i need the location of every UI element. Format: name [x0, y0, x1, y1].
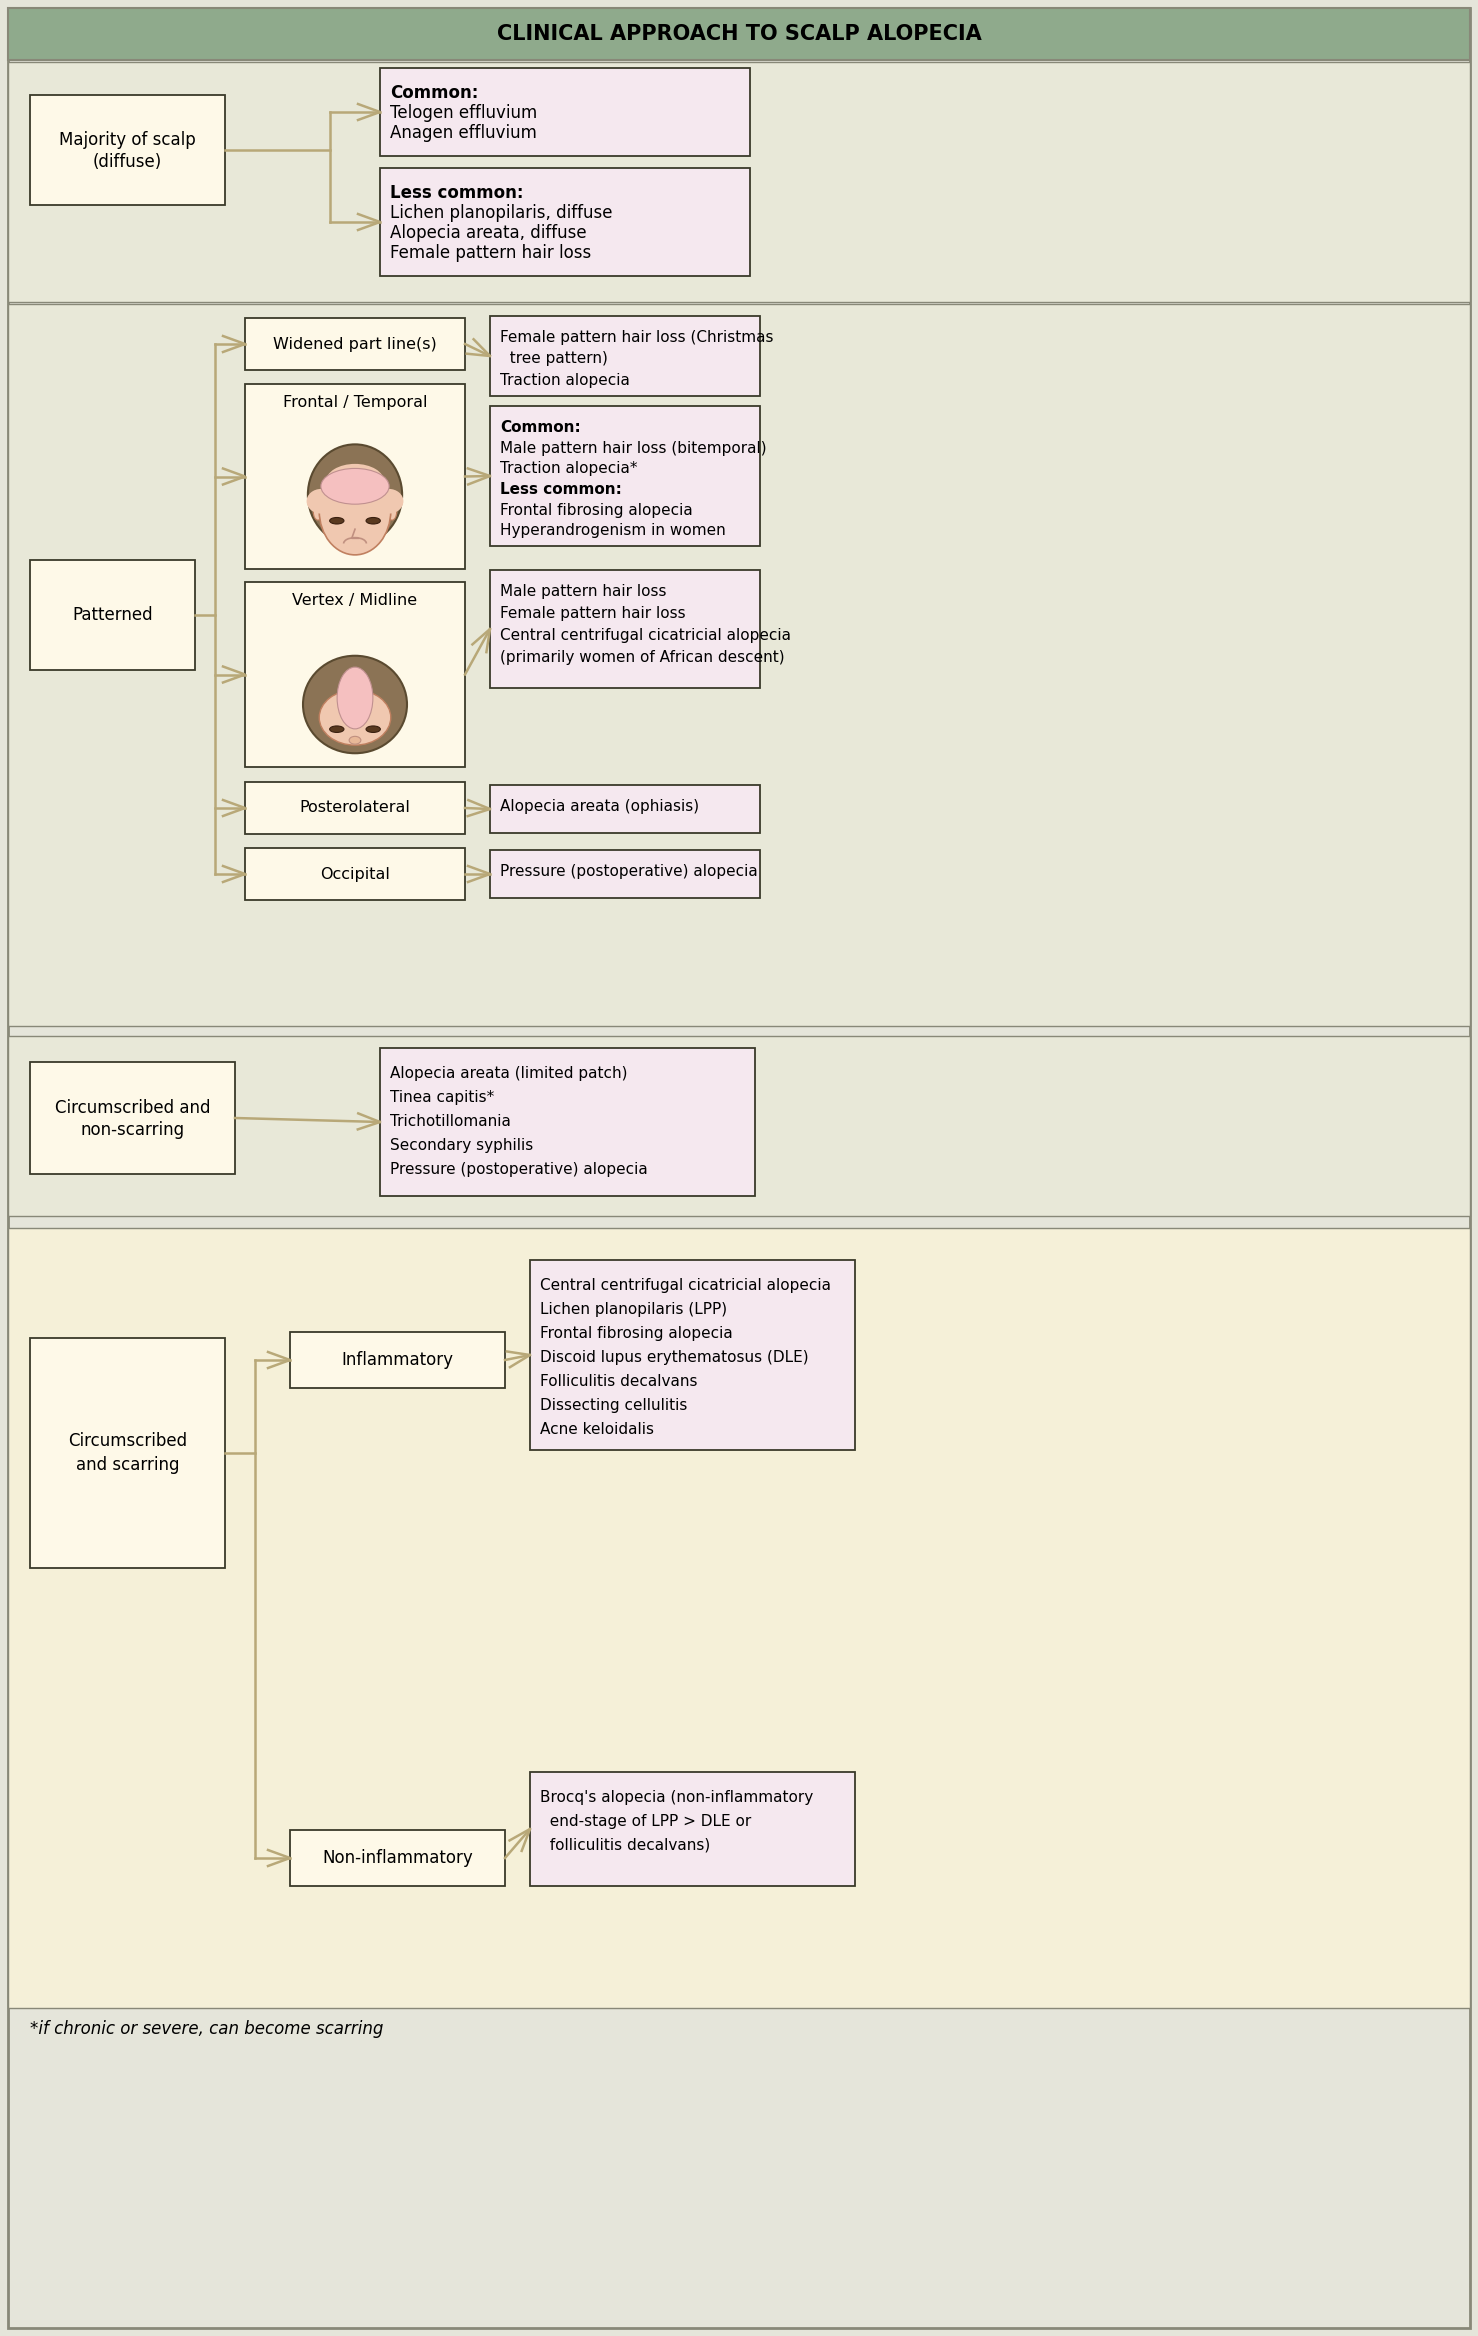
Ellipse shape	[325, 465, 384, 500]
Ellipse shape	[313, 505, 322, 521]
Text: Tinea capitis*: Tinea capitis*	[390, 1091, 494, 1105]
Text: Central centrifugal cicatricial alopecia: Central centrifugal cicatricial alopecia	[500, 628, 791, 642]
Bar	[30, 561, 195, 670]
Bar	[7, 63, 1471, 301]
Text: Anagen effluvium: Anagen effluvium	[390, 124, 537, 142]
Text: Widened part line(s): Widened part line(s)	[273, 336, 437, 350]
Text: Lichen planopilaris, diffuse: Lichen planopilaris, diffuse	[390, 203, 612, 222]
Ellipse shape	[319, 467, 390, 556]
Text: Female pattern hair loss: Female pattern hair loss	[500, 605, 686, 621]
Ellipse shape	[337, 668, 372, 729]
Ellipse shape	[319, 689, 390, 745]
Bar	[30, 96, 225, 206]
Text: Trichotillomania: Trichotillomania	[390, 1114, 511, 1128]
Bar	[245, 383, 466, 570]
Text: end-stage of LPP > DLE or: end-stage of LPP > DLE or	[539, 1815, 751, 1829]
Text: Female pattern hair loss: Female pattern hair loss	[390, 243, 591, 262]
Ellipse shape	[321, 470, 389, 505]
Text: Alopecia areata (ophiasis): Alopecia areata (ophiasis)	[500, 799, 699, 813]
Bar	[380, 68, 749, 157]
Bar	[491, 315, 760, 397]
Bar	[245, 848, 466, 899]
Ellipse shape	[306, 488, 336, 514]
Text: Lichen planopilaris (LPP): Lichen planopilaris (LPP)	[539, 1301, 727, 1318]
Bar	[290, 1829, 505, 1885]
Text: Frontal fibrosing alopecia: Frontal fibrosing alopecia	[539, 1327, 733, 1341]
Ellipse shape	[367, 726, 380, 734]
Bar	[491, 406, 760, 547]
Ellipse shape	[367, 519, 380, 523]
Text: (primarily women of African descent): (primarily women of African descent)	[500, 649, 785, 666]
Bar	[30, 1339, 225, 1567]
Text: Common:: Common:	[390, 84, 479, 103]
Bar	[30, 1063, 235, 1175]
Text: tree pattern): tree pattern)	[500, 350, 607, 367]
Text: Alopecia areata, diffuse: Alopecia areata, diffuse	[390, 224, 587, 243]
Text: Brocq's alopecia (non-inflammatory: Brocq's alopecia (non-inflammatory	[539, 1789, 813, 1806]
Text: Inflammatory: Inflammatory	[341, 1350, 454, 1369]
Bar	[380, 1049, 755, 1196]
Text: Discoid lupus erythematosus (DLE): Discoid lupus erythematosus (DLE)	[539, 1350, 808, 1364]
Ellipse shape	[330, 726, 344, 734]
Text: Less common:: Less common:	[500, 481, 622, 498]
Text: Male pattern hair loss (bitemporal): Male pattern hair loss (bitemporal)	[500, 442, 767, 456]
Text: Secondary syphilis: Secondary syphilis	[390, 1138, 534, 1154]
Text: Less common:: Less common:	[390, 185, 523, 201]
Text: Common:: Common:	[500, 420, 581, 434]
Ellipse shape	[349, 736, 361, 745]
Ellipse shape	[387, 505, 396, 521]
Bar	[245, 582, 466, 766]
Text: Acne keloidalis: Acne keloidalis	[539, 1423, 653, 1437]
Bar	[245, 318, 466, 369]
Text: non-scarring: non-scarring	[80, 1121, 185, 1140]
Text: Central centrifugal cicatricial alopecia: Central centrifugal cicatricial alopecia	[539, 1278, 831, 1294]
Text: Vertex / Midline: Vertex / Midline	[293, 593, 418, 607]
Ellipse shape	[374, 488, 403, 514]
Text: Traction alopecia: Traction alopecia	[500, 374, 630, 388]
Text: Dissecting cellulitis: Dissecting cellulitis	[539, 1397, 687, 1413]
Text: *if chronic or severe, can become scarring: *if chronic or severe, can become scarri…	[30, 2021, 383, 2037]
Bar	[245, 783, 466, 834]
Bar	[7, 304, 1471, 1026]
Text: Male pattern hair loss: Male pattern hair loss	[500, 584, 667, 598]
Text: and scarring: and scarring	[75, 1455, 179, 1474]
Text: Female pattern hair loss (Christmas: Female pattern hair loss (Christmas	[500, 329, 773, 346]
Text: Majority of scalp: Majority of scalp	[59, 131, 197, 150]
Text: Folliculitis decalvans: Folliculitis decalvans	[539, 1374, 698, 1390]
Text: (diffuse): (diffuse)	[93, 152, 163, 171]
Ellipse shape	[307, 444, 402, 544]
Bar	[531, 1259, 854, 1451]
Bar	[531, 1773, 854, 1885]
Text: Non-inflammatory: Non-inflammatory	[322, 1850, 473, 1866]
Text: Traction alopecia*: Traction alopecia*	[500, 460, 637, 477]
Text: Frontal / Temporal: Frontal / Temporal	[282, 395, 427, 409]
Text: CLINICAL APPROACH TO SCALP ALOPECIA: CLINICAL APPROACH TO SCALP ALOPECIA	[497, 23, 981, 44]
Bar	[290, 1332, 505, 1388]
Bar	[7, 7, 1471, 61]
Ellipse shape	[303, 656, 406, 752]
Text: folliculitis decalvans): folliculitis decalvans)	[539, 1838, 711, 1852]
Ellipse shape	[330, 519, 344, 523]
Text: Frontal fibrosing alopecia: Frontal fibrosing alopecia	[500, 502, 693, 519]
Text: Telogen effluvium: Telogen effluvium	[390, 105, 537, 121]
Text: Posterolateral: Posterolateral	[300, 801, 411, 815]
Text: Circumscribed: Circumscribed	[68, 1432, 188, 1451]
Bar	[491, 850, 760, 897]
Text: Occipital: Occipital	[321, 867, 390, 881]
Text: Alopecia areata (limited patch): Alopecia areata (limited patch)	[390, 1065, 628, 1082]
Bar	[491, 785, 760, 834]
Bar	[7, 1035, 1471, 1217]
Text: Pressure (postoperative) alopecia: Pressure (postoperative) alopecia	[390, 1161, 647, 1177]
Text: Hyperandrogenism in women: Hyperandrogenism in women	[500, 523, 726, 537]
Text: Circumscribed and: Circumscribed and	[55, 1098, 210, 1117]
Text: Pressure (postoperative) alopecia: Pressure (postoperative) alopecia	[500, 864, 758, 878]
Bar	[380, 168, 749, 276]
Bar	[7, 1229, 1471, 2009]
Bar	[491, 570, 760, 689]
Text: Patterned: Patterned	[72, 605, 152, 624]
